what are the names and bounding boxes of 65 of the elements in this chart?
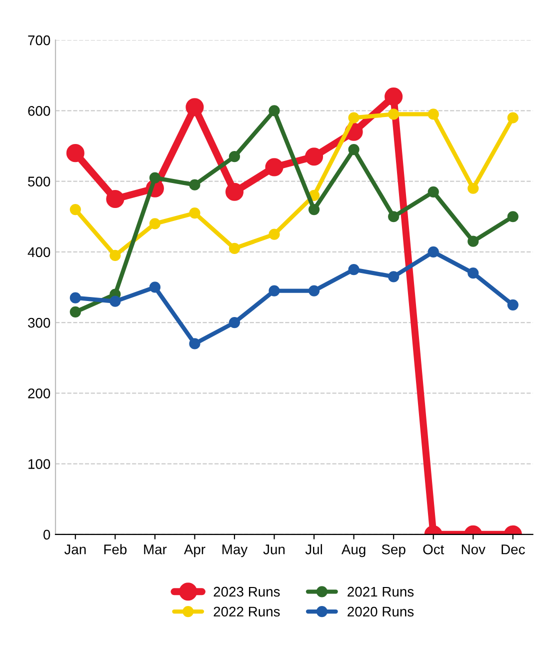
point (225, 182, 244, 201)
point (507, 211, 518, 222)
point (189, 208, 200, 219)
point (268, 285, 280, 296)
point (66, 144, 84, 162)
point (149, 172, 160, 184)
point (507, 299, 518, 310)
point (384, 88, 403, 106)
point (305, 148, 324, 166)
point (149, 218, 160, 230)
point (428, 108, 439, 120)
point (348, 144, 360, 156)
y-tick-label: 700 (28, 35, 50, 46)
point (348, 112, 360, 124)
point (186, 98, 204, 116)
x-tick-label: Jun (263, 544, 285, 554)
point (228, 316, 240, 328)
y-tick-label: 600 (28, 106, 50, 116)
x-tick-label: Sep (382, 544, 406, 558)
x-tick-label: Mar (144, 544, 167, 554)
x-tick-label: Jan (64, 544, 86, 554)
x-tick-label: Oct (423, 544, 444, 554)
point (428, 246, 439, 258)
point (110, 250, 121, 262)
x-tick-label: Dec (502, 544, 525, 554)
legend-label: 2020 Runs (348, 606, 414, 617)
point (149, 282, 160, 293)
point (189, 179, 200, 190)
y-tick-label: 400 (28, 247, 50, 258)
point (70, 306, 81, 318)
point (428, 186, 439, 198)
x-tick-label: May (222, 544, 248, 558)
point (228, 151, 240, 162)
y-tick-label: 100 (28, 459, 50, 469)
point (308, 285, 320, 296)
y-tick-label: 0 (43, 530, 50, 540)
legend-label: 2023 Runs (214, 586, 280, 597)
x-tick-label: Nov (462, 544, 486, 554)
y-tick-label: 500 (28, 176, 50, 186)
point (106, 190, 124, 208)
y-tick-label: 200 (28, 388, 50, 398)
x-tick-label: Jul (305, 544, 322, 554)
point (388, 271, 400, 282)
legend-label: 2022 Runs (214, 606, 280, 617)
x-tick-label: Apr (184, 544, 206, 558)
legend-label: 2021 Runs (348, 586, 414, 597)
point (388, 211, 400, 222)
point (265, 158, 284, 176)
point (268, 105, 280, 116)
point (308, 204, 320, 216)
point (388, 108, 400, 120)
point (70, 292, 81, 304)
point (348, 264, 360, 276)
point (189, 338, 200, 350)
point (468, 268, 479, 279)
point (468, 236, 479, 247)
x-tick-label: Feb (104, 544, 127, 554)
x-tick-label: Aug (341, 544, 366, 558)
point (507, 112, 518, 124)
point (268, 228, 280, 240)
point (70, 204, 81, 216)
y-tick-label: 300 (28, 318, 50, 328)
point (110, 296, 121, 307)
point (228, 242, 240, 254)
point (468, 182, 479, 194)
